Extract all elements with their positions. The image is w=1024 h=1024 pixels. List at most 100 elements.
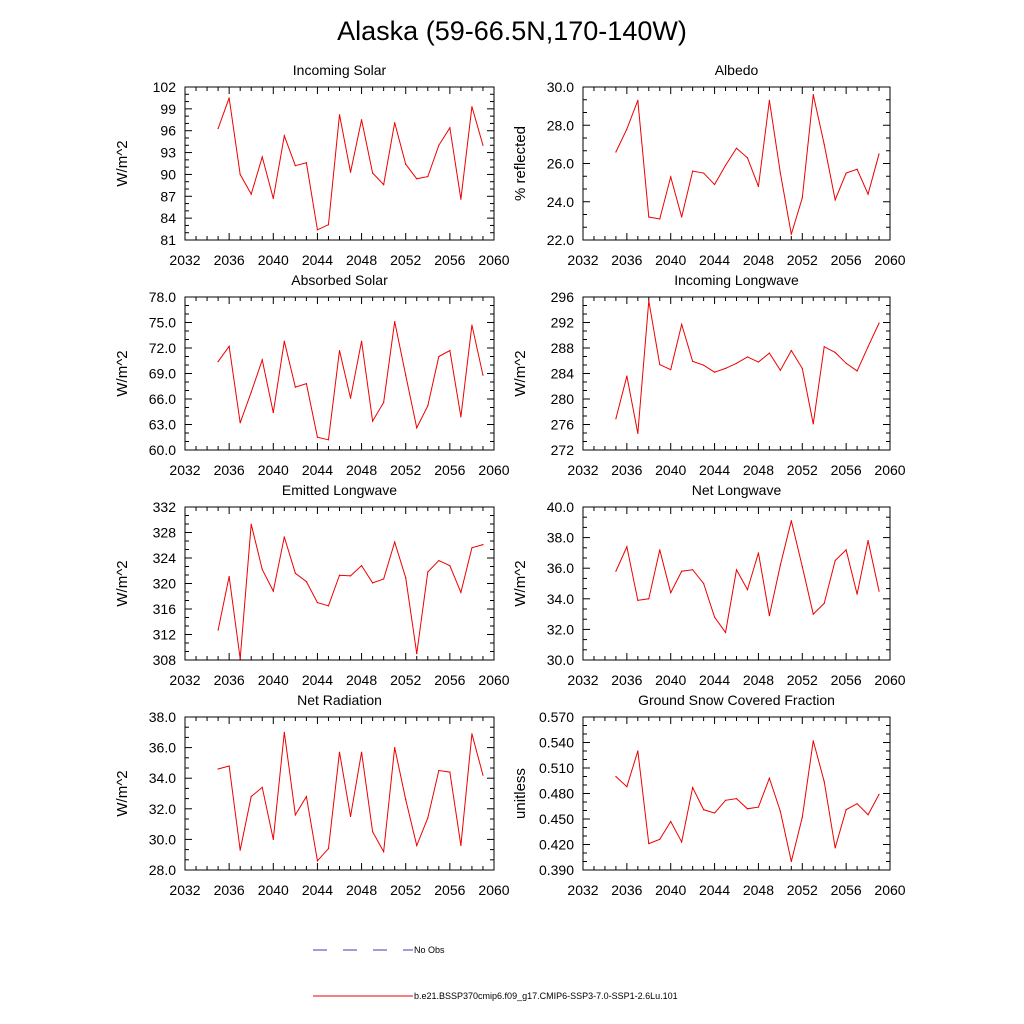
ground-snow-covered-fraction-data-point [746,808,749,810]
absorbed-solar-data-point [305,383,307,385]
panel-emitted-longwave: Emitted Longwave W/m^2 2032 2036 2040 2044 204… [114,482,510,688]
ground-snow-covered-fraction-x-tick-label: 2044 [699,882,730,898]
incoming-solar-data-point [217,127,219,130]
incoming-solar-data-point [327,224,330,226]
albedo-data-point [735,147,738,149]
net-radiation-data-point [471,733,473,735]
emitted-longwave-data-point [283,536,285,538]
net-radiation-y-tick-label: 36.0 [149,740,176,756]
net-radiation-data-point [228,765,230,767]
emitted-longwave-data-point [449,565,451,567]
incoming-solar-data-point [338,114,341,116]
emitted-longwave-data-point [239,658,241,660]
absorbed-solar-data-point [405,374,407,376]
ground-snow-covered-fraction-data-point [670,820,672,823]
net-longwave-data-point [648,598,650,600]
incoming-solar-data-point [394,122,396,124]
incoming-solar-data-point [228,97,230,99]
net-radiation-data-point [272,838,274,841]
incoming-solar-x-tick-label: 2060 [478,252,509,268]
ground-snow-covered-fraction-data-point [735,798,738,800]
net-radiation-data-point [327,847,330,850]
incoming-longwave-title: Incoming Longwave [674,272,799,288]
incoming-solar-x-tick-label: 2032 [169,252,200,268]
albedo-title: Albedo [715,62,759,78]
absorbed-solar-data-point [327,439,330,441]
incoming-solar-y-tick-label: 93 [160,145,176,161]
absorbed-solar-x-tick-label: 2056 [434,462,465,478]
emitted-longwave-data-point [327,605,330,607]
incoming-longwave-ylabel: W/m^2 [512,350,529,396]
absorbed-solar-data-point [272,412,274,414]
ground-snow-covered-fraction-x-tick-label: 2060 [874,882,905,898]
ground-snow-covered-fraction-data-point [615,775,617,778]
absorbed-solar-data-point [239,422,241,424]
net-longwave-y-tick-label: 36.0 [547,560,574,576]
net-longwave-data-point [703,582,705,585]
net-longwave-data-point [615,570,617,572]
emitted-longwave-title: Emitted Longwave [282,482,397,498]
incoming-longwave-y-tick-label: 284 [551,366,575,382]
emitted-longwave-data-point [416,653,418,655]
emitted-longwave-data-point [338,574,341,576]
ground-snow-covered-fraction-x-tick-label: 2032 [567,882,598,898]
net-longwave-y-tick-label: 32.0 [547,621,574,637]
incoming-longwave-x-tick-label: 2036 [611,462,642,478]
ground-snow-covered-fraction-data-point [790,860,792,863]
net-longwave-data-point [681,570,683,572]
albedo-data-point [615,151,617,153]
net-longwave-x-tick-label: 2056 [831,672,862,688]
albedo-data-point [867,193,869,195]
albedo-data-point [648,216,650,218]
incoming-solar-x-tick-label: 2044 [302,252,333,268]
incoming-solar-y-tick-label: 99 [160,101,176,117]
net-radiation-data-point [239,849,241,851]
absorbed-solar-y-tick-label: 63.0 [149,417,176,433]
absorbed-solar-data-point [316,436,319,438]
absorbed-solar-x-tick-label: 2036 [214,462,245,478]
emitted-longwave-data-point [272,590,274,592]
absorbed-solar-x-tick-label: 2060 [478,462,509,478]
ground-snow-covered-fraction-x-tick-label: 2052 [787,882,818,898]
albedo-ylabel: % reflected [512,126,529,201]
net-radiation-y-tick-label: 32.0 [149,801,176,817]
panel-incoming-longwave: Incoming Longwave W/m^2 2032 2036 2040 2044 20… [512,272,906,478]
panel-albedo: Albedo % reflected 2032 2036 2040 2044 2048 205… [512,62,906,268]
incoming-longwave-data-point [801,367,803,369]
emitted-longwave-data-point [383,578,385,580]
absorbed-solar-y-tick-label: 60.0 [149,442,176,458]
ground-snow-covered-fraction-y-tick-label: 0.480 [539,786,574,802]
ground-snow-covered-fraction-data-point [681,841,683,843]
incoming-solar-data-point [449,127,451,129]
absorbed-solar-x-tick-label: 2048 [346,462,377,478]
ground-snow-covered-fraction-data-point [801,816,803,818]
net-longwave-data-point [735,569,738,571]
incoming-solar-y-tick-label: 102 [153,79,177,95]
net-radiation-ylabel: W/m^2 [114,770,131,816]
net-radiation-y-tick-label: 34.0 [149,770,176,786]
emitted-longwave-y-tick-label: 312 [153,627,177,643]
incoming-solar-data-point [405,163,407,165]
net-radiation-x-tick-label: 2044 [302,882,333,898]
emitted-longwave-data-point [217,629,219,631]
net-longwave-data-point [779,564,781,566]
albedo-data-point [703,172,705,174]
net-longwave-x-tick-label: 2032 [567,672,598,688]
ground-snow-covered-fraction-data-point [637,750,639,752]
albedo-data-point [713,183,716,186]
albedo-x-tick-label: 2044 [699,252,730,268]
absorbed-solar-data-point [294,386,296,388]
emitted-longwave-data-point [427,571,429,573]
emitted-longwave-data-point [482,544,484,546]
incoming-solar-x-tick-label: 2036 [214,252,245,268]
absorbed-solar-data-point [283,340,285,342]
incoming-solar-data-point [438,144,440,146]
emitted-longwave-ylabel: W/m^2 [114,560,131,606]
incoming-longwave-data-point [724,367,727,369]
incoming-longwave-data-point [692,360,694,362]
albedo-x-tick-label: 2040 [655,252,686,268]
emitted-longwave-data-point [394,541,396,543]
albedo-x-tick-label: 2048 [743,252,774,268]
ground-snow-covered-fraction-data-point [878,793,880,795]
absorbed-solar-data-point [383,401,385,403]
